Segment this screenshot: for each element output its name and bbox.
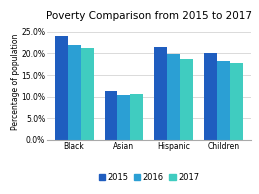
Bar — [105, 91, 118, 140]
Bar — [118, 95, 131, 140]
Bar — [154, 47, 167, 140]
Bar — [81, 48, 93, 140]
Bar — [230, 62, 243, 140]
Title: Poverty Comparison from 2015 to 2017: Poverty Comparison from 2015 to 2017 — [46, 11, 252, 21]
Bar — [217, 61, 230, 140]
Bar — [180, 59, 193, 140]
Bar — [55, 36, 68, 140]
Bar — [68, 45, 81, 140]
Y-axis label: Percentage of population: Percentage of population — [11, 33, 20, 130]
Bar — [131, 94, 143, 140]
Bar — [167, 54, 180, 140]
Legend: 2015, 2016, 2017: 2015, 2016, 2017 — [95, 169, 203, 185]
Bar — [204, 53, 217, 140]
